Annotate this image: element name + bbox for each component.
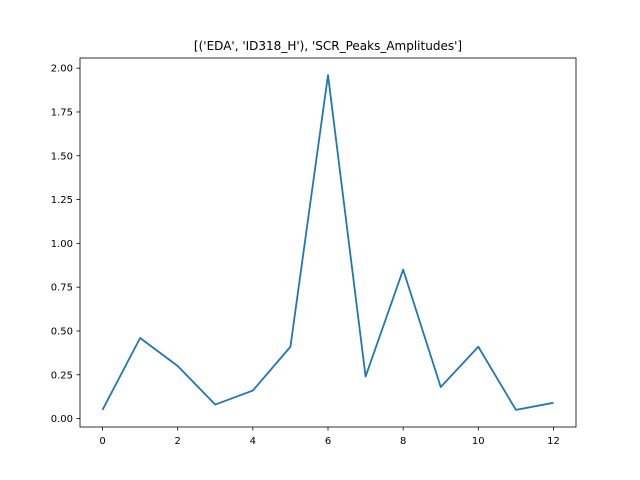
y-tick-label: 0.00 [51,414,73,425]
x-tick-label: 2 [175,436,181,447]
plot-area [101,74,554,411]
y-tick-label: 0.25 [51,370,73,381]
series-line [101,74,554,411]
y-tick-label: 1.25 [51,195,73,206]
y-tick-label: 0.50 [51,326,73,337]
y-tick-label: 1.75 [51,107,73,118]
y-tick-label: 1.00 [51,239,73,250]
x-tick-label: 6 [325,436,331,447]
chart-title: [('EDA', 'ID318_H'), 'SCR_Peaks_Amplitud… [194,39,462,53]
y-tick-label: 0.75 [51,283,73,294]
x-tick-label: 8 [400,436,406,447]
y-axis: 0.00 0.25 0.50 0.75 1.00 1.25 1.50 1.75 2.00 [51,64,80,425]
x-axis: 0 2 4 6 8 10 12 [99,427,560,447]
x-tick-label: 4 [250,436,256,447]
x-tick-label: 12 [547,436,560,447]
x-tick-label: 0 [99,436,105,447]
axes-frame [79,57,577,428]
y-tick-label: 1.50 [51,151,73,162]
y-tick-label: 2.00 [51,64,73,75]
x-tick-label: 10 [472,436,485,447]
